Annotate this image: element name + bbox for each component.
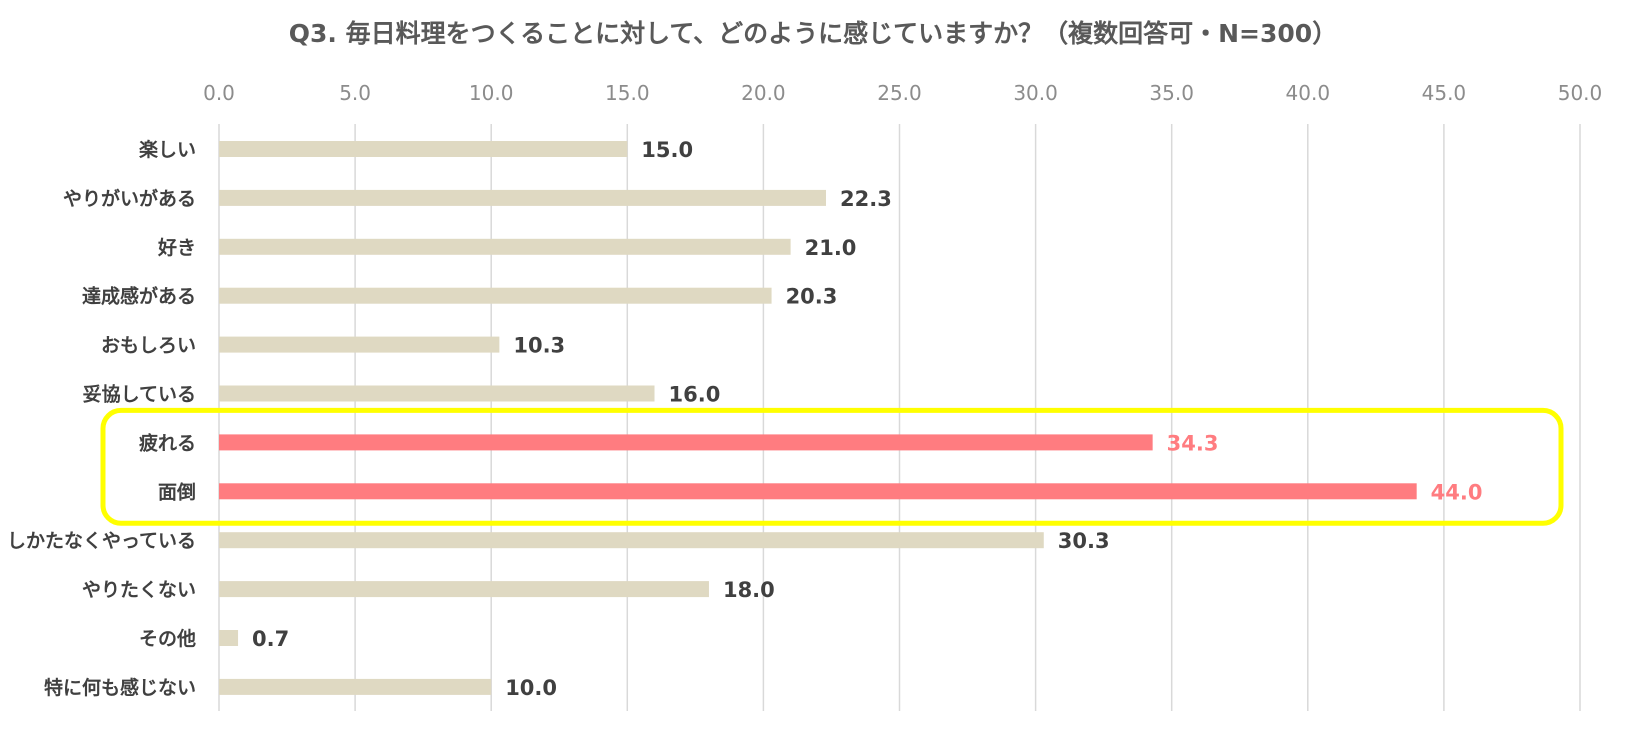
data-label: 21.0 <box>805 236 857 260</box>
x-tick-label: 5.0 <box>339 81 371 105</box>
bar-4 <box>219 287 772 304</box>
x-tick-label: 0.0 <box>203 81 235 105</box>
x-tick-label: 45.0 <box>1422 81 1467 105</box>
x-tick-label: 40.0 <box>1286 81 1331 105</box>
data-label: 10.0 <box>505 676 557 700</box>
grid-lines <box>218 124 1581 711</box>
category-label: やりがいがある <box>63 187 196 210</box>
x-tick-label: 15.0 <box>605 81 650 105</box>
x-tick-label: 10.0 <box>469 81 514 105</box>
category-label: おもしろい <box>101 335 196 357</box>
data-label: 44.0 <box>1431 480 1483 504</box>
category-label: やりたくない <box>82 579 196 601</box>
data-label: 18.0 <box>723 578 775 602</box>
bars <box>219 141 1417 695</box>
category-label: 面倒 <box>158 480 196 503</box>
data-label: 20.3 <box>786 285 838 309</box>
bar-6 <box>219 385 655 402</box>
bar-2 <box>219 189 827 206</box>
x-tick-label: 25.0 <box>877 81 922 105</box>
category-label: 疲れる <box>139 431 196 454</box>
x-tick-label: 30.0 <box>1013 81 1058 105</box>
highlight-frames <box>100 407 1564 526</box>
category-labels: 楽しいやりがいがある好き達成感があるおもしろい妥協している疲れる面倒しかたなくや… <box>7 138 196 699</box>
bar-3 <box>219 238 791 255</box>
x-tick-label: 50.0 <box>1558 81 1603 105</box>
data-label: 15.0 <box>641 138 693 162</box>
highlight-frame <box>100 407 1564 526</box>
bar-7 <box>219 434 1153 451</box>
bar-1 <box>219 141 628 157</box>
category-label: 達成感がある <box>82 285 196 308</box>
category-label: 楽しい <box>139 138 196 161</box>
category-label: 好き <box>157 236 196 259</box>
x-axis-ticks: 0.0 5.0 10.0 15.0 20.0 25.0 30.0 35.0 40.0 45.0 50… <box>203 81 1602 105</box>
data-label: 34.3 <box>1167 431 1219 455</box>
x-tick-label: 35.0 <box>1149 81 1194 105</box>
category-label: 特に何も感じない <box>44 676 196 699</box>
bar-8 <box>219 483 1417 500</box>
x-tick-label: 20.0 <box>741 81 786 105</box>
data-label: 30.3 <box>1058 529 1110 553</box>
data-label: 10.3 <box>513 334 565 358</box>
bar-5 <box>219 336 500 353</box>
bar-11 <box>219 630 239 646</box>
category-label: その他 <box>139 627 196 650</box>
category-label: しかたなくやっている <box>7 530 196 552</box>
data-labels: 15.0 22.3 21.0 20.3 10.3 16.0 34.3 44.0 30.3 18.0… <box>252 138 1482 700</box>
bar-9 <box>219 532 1044 549</box>
chart-title: Q3. 毎日料理をつくることに対して、どのように感じていますか？（複数回答可・N… <box>288 19 1338 48</box>
category-label: 妥協している <box>83 384 196 406</box>
bar-12 <box>219 678 492 695</box>
data-label: 22.3 <box>840 187 892 211</box>
bar-10 <box>219 581 709 598</box>
data-label: 0.7 <box>252 627 289 651</box>
data-label: 16.0 <box>669 383 721 407</box>
